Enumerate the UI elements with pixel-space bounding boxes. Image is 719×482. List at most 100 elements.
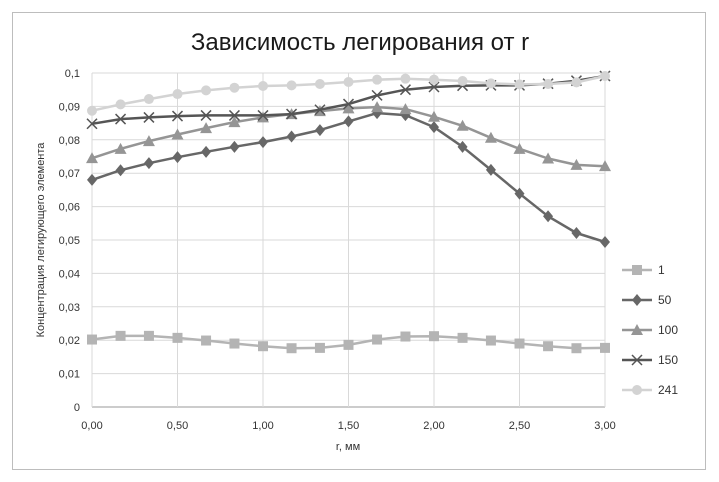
- data-point: [543, 341, 554, 352]
- data-point: [86, 152, 98, 164]
- data-point: [571, 77, 582, 88]
- data-point: [457, 140, 468, 153]
- legend-label: 50: [658, 293, 672, 307]
- data-point: [342, 102, 355, 114]
- data-point: [485, 78, 496, 89]
- data-point: [314, 124, 325, 137]
- data-point: [258, 136, 268, 149]
- y-tick-label: 0,1: [65, 68, 80, 80]
- data-point: [400, 73, 411, 84]
- legend-item: 1: [622, 263, 665, 277]
- data-point: [485, 163, 496, 176]
- data-point: [514, 338, 525, 349]
- y-tick-label: 0,02: [59, 335, 80, 347]
- data-point: [171, 128, 184, 140]
- y-tick-label: 0,04: [59, 268, 80, 280]
- data-point: [485, 335, 496, 346]
- data-point: [571, 226, 582, 239]
- data-point: [258, 341, 268, 352]
- x-tick-label: 1,50: [338, 420, 359, 432]
- x-tick-label: 3,00: [594, 420, 615, 432]
- data-point: [87, 105, 97, 116]
- data-point: [456, 119, 469, 131]
- data-point: [400, 331, 411, 342]
- series-50: [87, 107, 610, 249]
- data-point: [200, 109, 212, 121]
- data-point: [632, 385, 642, 395]
- data-point: [542, 152, 555, 164]
- y-tick-label: 0,05: [59, 235, 80, 247]
- data-point: [343, 77, 354, 88]
- data-point: [228, 116, 241, 128]
- data-point: [172, 89, 183, 100]
- legend-item: 50: [622, 293, 672, 307]
- data-point: [429, 331, 439, 342]
- data-point: [143, 330, 154, 341]
- chart-frame: [12, 12, 706, 470]
- data-point: [429, 121, 439, 134]
- data-point: [599, 160, 611, 172]
- y-tick-label: 0,09: [59, 101, 80, 113]
- data-point: [632, 265, 642, 275]
- data-point: [428, 81, 440, 93]
- axes: 0 0,01 0,02 0,03 0,04 0,05 0,06 0,07 0,08 0,09 0,1…: [59, 68, 616, 432]
- data-point: [143, 94, 154, 105]
- data-point: [229, 140, 240, 153]
- data-point: [286, 130, 297, 143]
- data-point: [342, 98, 355, 110]
- y-tick-label: 0,08: [59, 135, 80, 147]
- data-point: [343, 115, 354, 128]
- data-point: [87, 173, 97, 186]
- data-point: [399, 103, 412, 115]
- x-axis-title: r, мм: [336, 441, 360, 453]
- data-point: [631, 354, 643, 366]
- y-tick-label: 0,01: [59, 369, 80, 381]
- data-point: [428, 110, 440, 122]
- legend-item: 150: [622, 353, 678, 367]
- data-point: [457, 332, 468, 343]
- legend-item: 241: [622, 383, 678, 397]
- data-point: [201, 85, 212, 96]
- data-point: [171, 110, 184, 122]
- data-point: [314, 79, 325, 90]
- x-tick-label: 2,00: [423, 420, 444, 432]
- data-point: [143, 157, 154, 170]
- data-point: [600, 342, 610, 353]
- data-point: [229, 82, 240, 93]
- data-point: [372, 334, 383, 345]
- data-point: [86, 118, 98, 130]
- data-point: [286, 343, 297, 354]
- series-1: [87, 330, 610, 354]
- legend-label: 100: [658, 323, 678, 337]
- data-point: [257, 109, 269, 121]
- data-point: [457, 76, 468, 87]
- data-point: [115, 164, 126, 177]
- x-tick-label: 0,50: [167, 420, 188, 432]
- data-point: [258, 81, 268, 92]
- data-point: [571, 343, 582, 354]
- x-tick-label: 2,50: [509, 420, 530, 432]
- y-axis-title: Концентрация легирующего элемента: [35, 142, 47, 338]
- data-point: [372, 74, 383, 85]
- data-point: [201, 335, 212, 346]
- series-lines: [86, 70, 611, 354]
- series-100: [86, 101, 611, 172]
- data-point: [543, 79, 554, 90]
- data-point: [200, 122, 213, 134]
- data-point: [570, 158, 583, 170]
- data-point: [632, 294, 642, 306]
- data-point: [343, 339, 354, 350]
- y-tick-label: 0,03: [59, 302, 80, 314]
- x-tick-label: 0,00: [81, 420, 102, 432]
- data-point: [371, 89, 383, 101]
- data-point: [143, 111, 155, 123]
- data-point: [172, 332, 183, 343]
- x-tick-label: 1,00: [252, 420, 273, 432]
- data-point: [399, 84, 411, 96]
- legend-label: 241: [658, 383, 678, 397]
- data-point: [543, 210, 554, 223]
- data-point: [115, 99, 126, 110]
- data-point: [513, 142, 526, 154]
